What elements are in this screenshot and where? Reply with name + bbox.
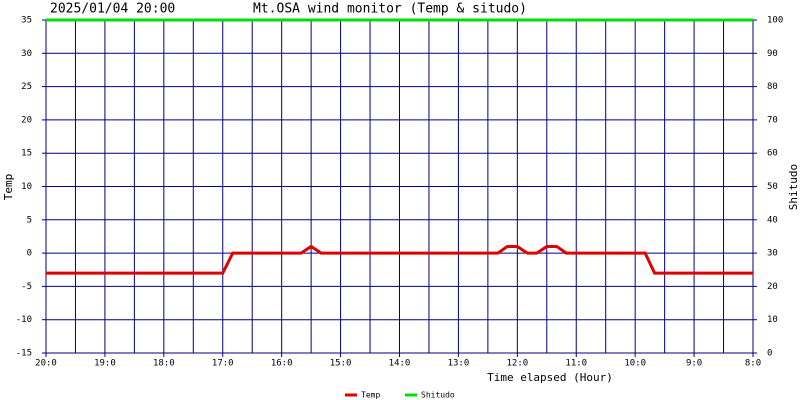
y2-tick-label: 30 bbox=[767, 249, 778, 259]
x-tick-label: 12:0 bbox=[506, 359, 528, 369]
y2-tick-label: 100 bbox=[767, 16, 783, 26]
y-tick-label: 35 bbox=[21, 16, 32, 26]
y2-tick-label: 20 bbox=[767, 282, 778, 292]
y-tick-label: -5 bbox=[21, 282, 32, 292]
y-tick-label: 10 bbox=[21, 182, 32, 192]
x-tick-label: 11:0 bbox=[565, 359, 587, 369]
x-tick-label: 18:0 bbox=[153, 359, 175, 369]
y-axis-label: Temp bbox=[2, 174, 15, 201]
x-tick-label: 17:0 bbox=[212, 359, 234, 369]
y-tick-label: 15 bbox=[21, 149, 32, 159]
y-tick-label: -15 bbox=[16, 349, 32, 359]
x-tick-label: 16:0 bbox=[271, 359, 293, 369]
y2-tick-label: 10 bbox=[767, 315, 778, 325]
legend-label: Temp bbox=[361, 391, 380, 400]
x-tick-label: 20:0 bbox=[35, 359, 57, 369]
x-axis-label: Time elapsed (Hour) bbox=[487, 371, 613, 384]
y2-tick-label: 0 bbox=[767, 349, 772, 359]
x-tick-label: 14:0 bbox=[389, 359, 411, 369]
x-tick-label: 19:0 bbox=[94, 359, 116, 369]
y-tick-label: 0 bbox=[27, 249, 32, 259]
y2-tick-label: 90 bbox=[767, 49, 778, 59]
chart-subtitle: 2025/01/04 20:00 bbox=[50, 2, 175, 17]
y-tick-label: 30 bbox=[21, 49, 32, 59]
x-tick-label: 9:0 bbox=[686, 359, 702, 369]
y2-axis-label: Shitudo bbox=[787, 164, 800, 210]
x-tick-label: 8:0 bbox=[745, 359, 761, 369]
x-tick-label: 10:0 bbox=[624, 359, 646, 369]
y2-tick-label: 60 bbox=[767, 149, 778, 159]
y2-tick-label: 50 bbox=[767, 182, 778, 192]
data-line bbox=[46, 244, 753, 275]
y2-tick-label: 70 bbox=[767, 115, 778, 125]
x-tick-label: 15:0 bbox=[330, 359, 352, 369]
legend-label: Shitudo bbox=[421, 391, 455, 400]
y-tick-label: -10 bbox=[16, 315, 32, 325]
x-tick-label: 13:0 bbox=[448, 359, 470, 369]
y-tick-label: 5 bbox=[27, 215, 32, 225]
y-tick-label: 25 bbox=[21, 82, 32, 92]
y-tick-label: 20 bbox=[21, 115, 32, 125]
y2-tick-label: 40 bbox=[767, 215, 778, 225]
y2-tick-label: 80 bbox=[767, 82, 778, 92]
chart-title: Mt.OSA wind monitor (Temp & situdo) bbox=[253, 2, 527, 17]
